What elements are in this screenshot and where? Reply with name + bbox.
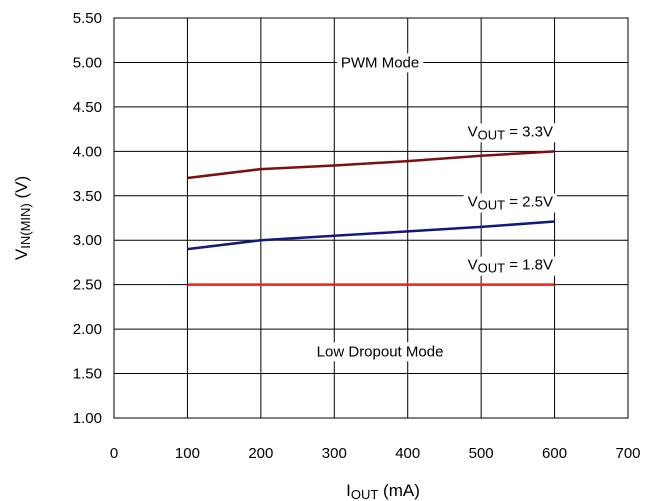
- x-tick-label: 600: [542, 445, 567, 462]
- y-tick-label: 5.50: [73, 10, 102, 27]
- x-axis-title: IOUT (mA): [346, 481, 420, 501]
- y-tick-label: 2.50: [73, 277, 102, 294]
- series-label-background: [463, 256, 557, 276]
- series-label-background: [463, 123, 557, 143]
- plot-area-frame: [113, 17, 629, 419]
- y-tick-label: 4.50: [73, 99, 102, 116]
- x-tick-label: 100: [175, 445, 200, 462]
- series-label-text: VOUT = 1.8V: [468, 257, 553, 276]
- x-tick-label: 400: [395, 445, 420, 462]
- y-tick-label: 3.00: [73, 232, 102, 249]
- y-tick-label: 4.00: [73, 143, 102, 160]
- annotation-background: [312, 342, 448, 362]
- annotation-label: PWM Mode: [341, 54, 419, 71]
- annotation-background: [336, 53, 424, 73]
- y-tick-label: 1.50: [73, 366, 102, 383]
- series-label-1.8V: VOUT = 1.8V: [463, 256, 557, 276]
- y-tick-label: 3.50: [73, 188, 102, 205]
- annotation: Low Dropout Mode: [312, 342, 448, 362]
- series-lines: [187, 150, 555, 286]
- series-label-2.5V: VOUT = 2.5V: [463, 193, 557, 213]
- y-tick-label: 1.00: [73, 410, 102, 427]
- annotations: PWM Mode Low Dropout Mode: [312, 53, 448, 362]
- annotation-label: Low Dropout Mode: [317, 343, 444, 360]
- y-axis-title: VIN(MIN) (V): [12, 176, 33, 260]
- series-line-3.3V: [187, 150, 555, 180]
- series-label-3.3V: VOUT = 3.3V: [463, 123, 557, 143]
- series-line-2.5V: [187, 220, 555, 251]
- series-label-text: VOUT = 3.3V: [468, 123, 553, 142]
- y-tick-label: 2.00: [73, 321, 102, 338]
- y-tick-label: 5.00: [73, 54, 102, 71]
- x-tick-label: 200: [248, 445, 273, 462]
- x-tick-label: 300: [322, 445, 347, 462]
- x-tick-label: 500: [469, 445, 494, 462]
- x-tick-label: 700: [615, 445, 640, 462]
- y-tick-labels: 1.00 1.50 2.00 2.50 3.00 3.50 4.00 4.50 5.00 5.50: [73, 10, 102, 427]
- x-tick-labels: 0 100 200 300 400 500 600 700: [110, 445, 641, 462]
- series-label-background: [463, 193, 557, 213]
- series-labels: VOUT = 3.3V VOUT = 2.5V VOUT = 1.8V: [463, 123, 557, 276]
- annotation: PWM Mode: [336, 53, 424, 73]
- x-tick-label: 0: [110, 445, 118, 462]
- series-label-text: VOUT = 2.5V: [468, 194, 553, 213]
